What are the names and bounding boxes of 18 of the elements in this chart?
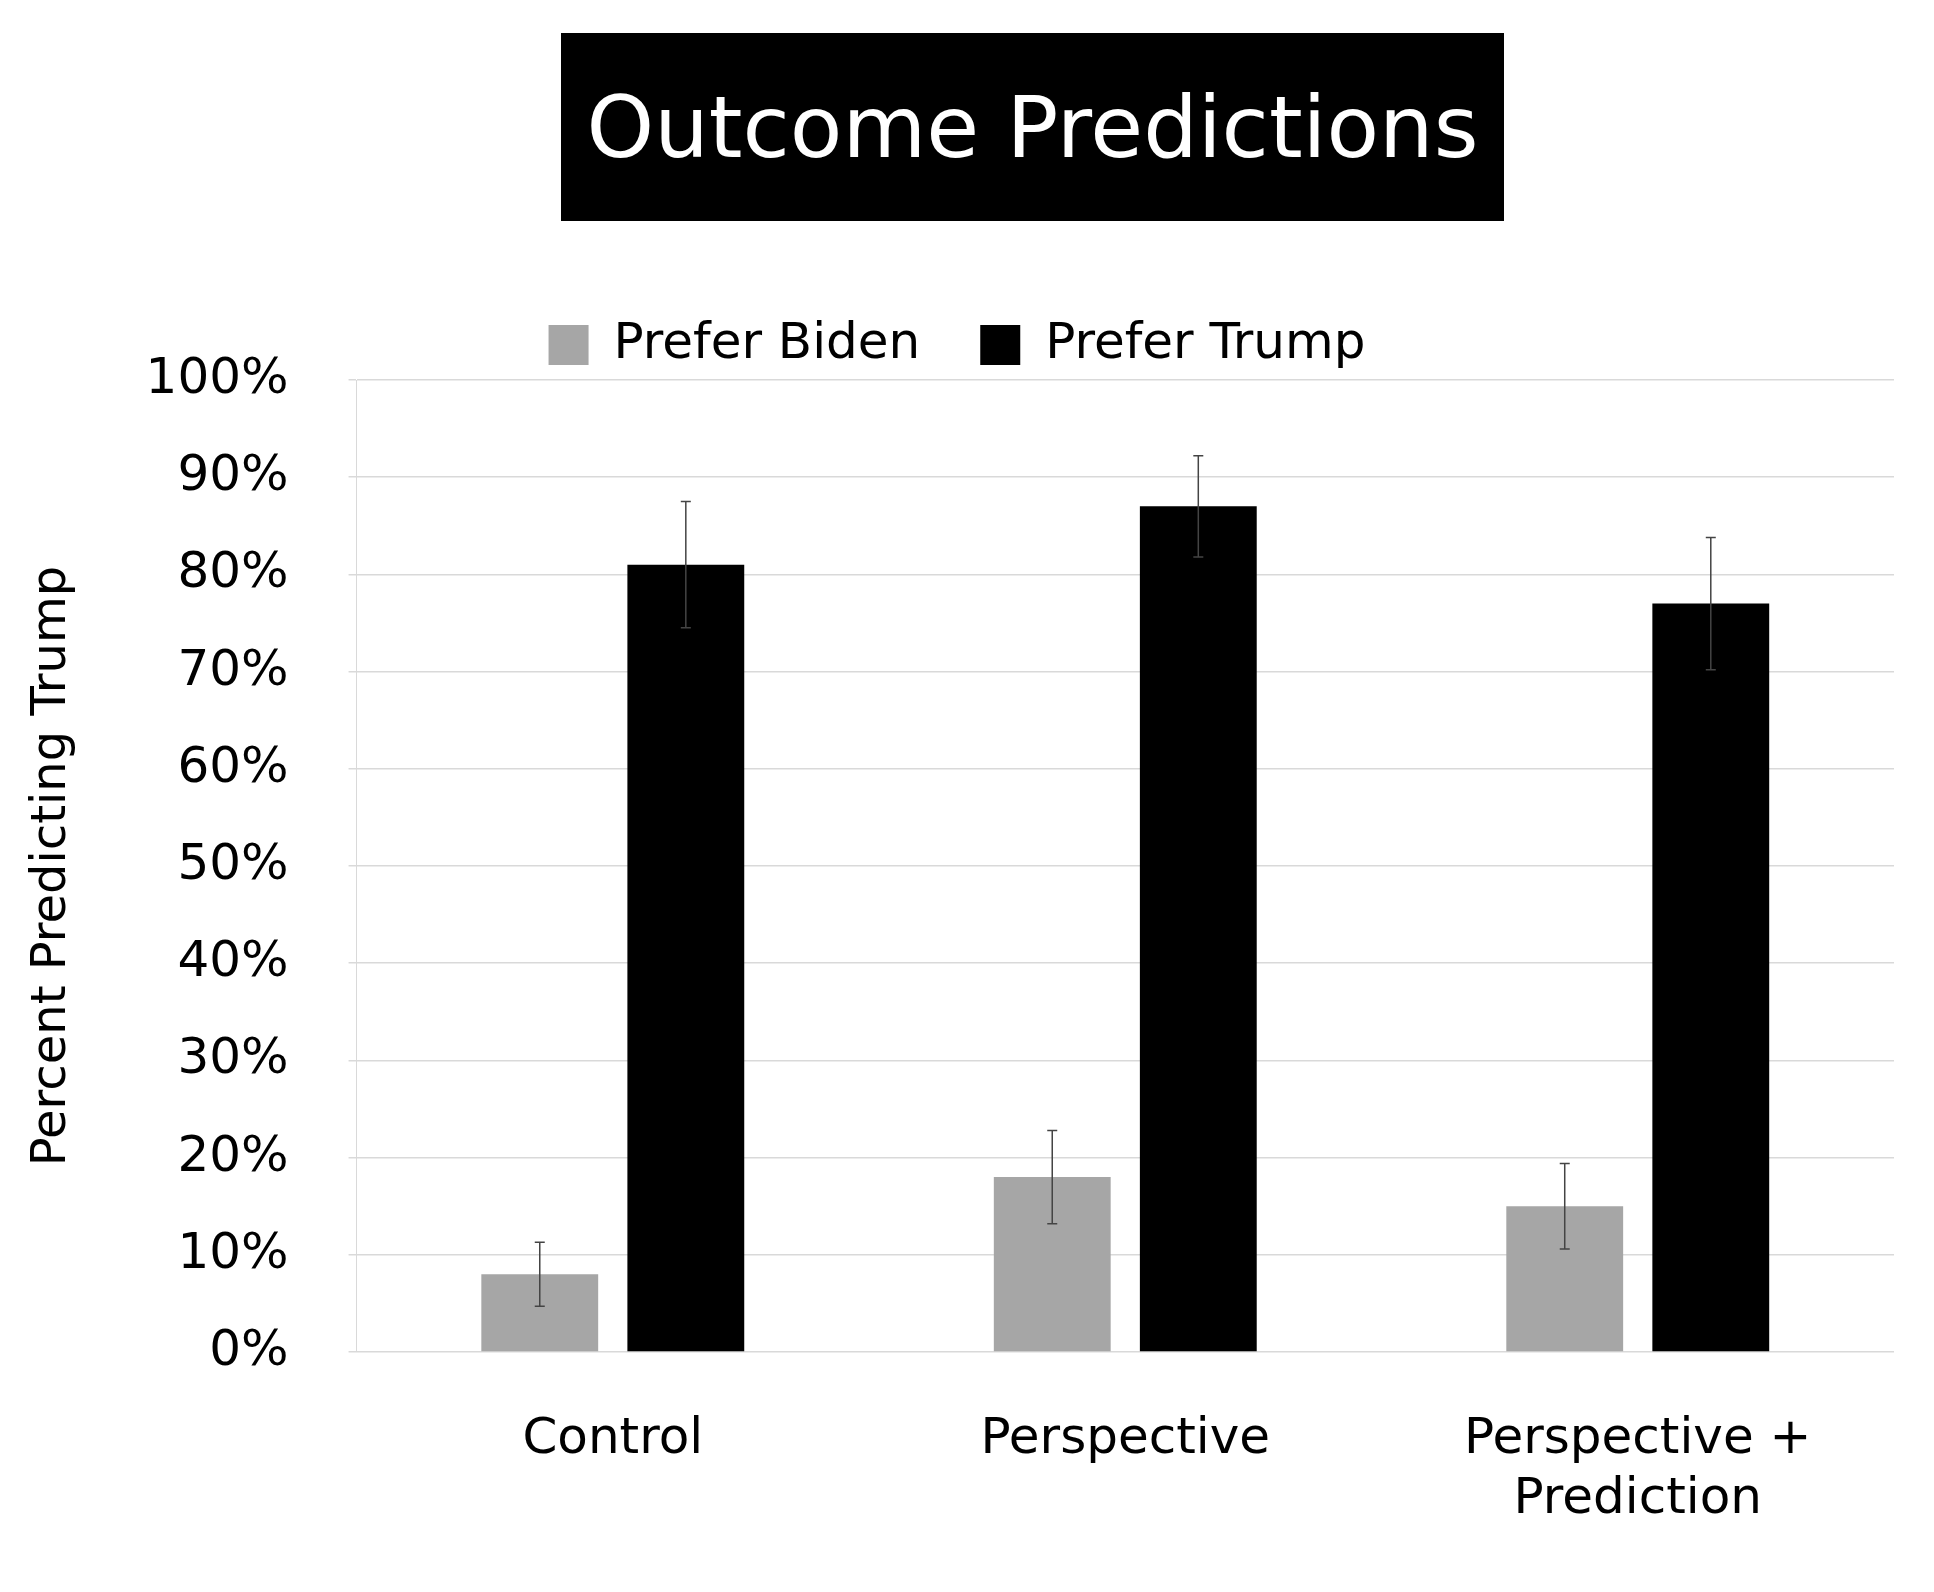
legend-label: Prefer Biden: [613, 311, 921, 370]
y-tick-label: 90%: [177, 444, 289, 503]
x-tick-label: Perspective: [980, 1406, 1271, 1465]
x-tick-label: Control: [522, 1406, 704, 1465]
y-tick-label: 10%: [177, 1221, 289, 1280]
y-tick-label: 60%: [177, 735, 289, 794]
y-tick-label: 100%: [145, 346, 289, 405]
y-axis-title: Percent Predicting Trump: [20, 565, 77, 1167]
y-tick-label: 0%: [209, 1318, 289, 1377]
x-tick-label: Perspective + Prediction: [1464, 1406, 1812, 1525]
chart-title: Outcome Predictions: [561, 33, 1504, 221]
y-tick-label: 40%: [177, 930, 289, 989]
y-tick-label: 50%: [177, 832, 289, 891]
legend-label: Prefer Trump: [1045, 311, 1366, 370]
y-tick-label: 80%: [177, 541, 289, 600]
y-tick-label: 30%: [177, 1027, 289, 1086]
y-tick-label: 20%: [177, 1124, 289, 1183]
y-tick-label: 70%: [177, 638, 289, 697]
